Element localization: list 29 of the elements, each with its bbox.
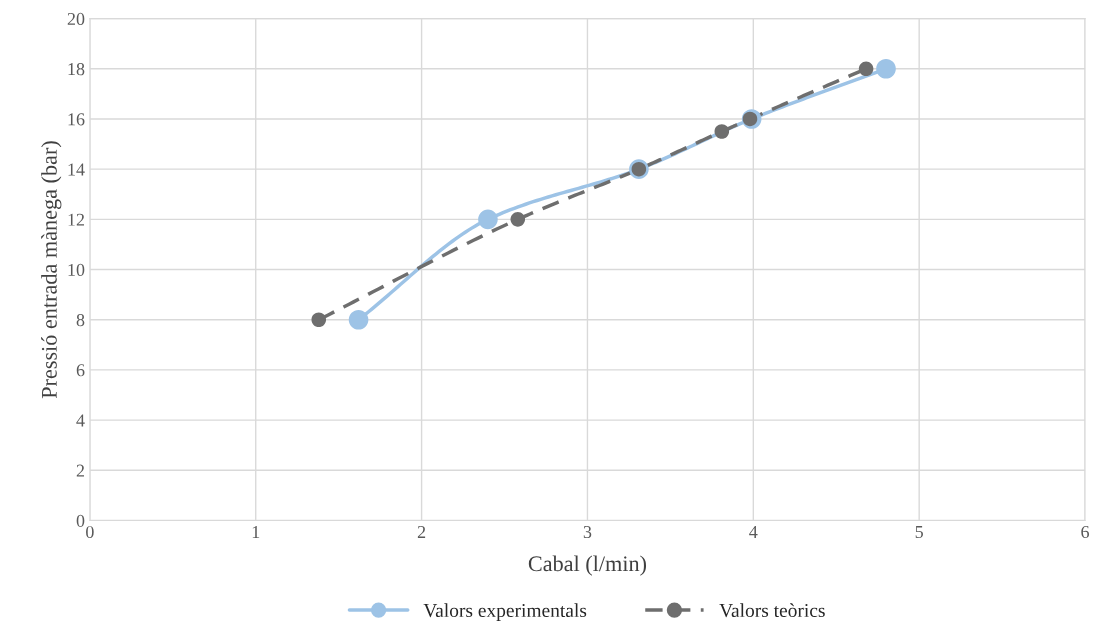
x-tick-label: 0 [86,525,94,539]
point [478,209,498,230]
y-tick-label: 4 [76,414,85,427]
x-tick-label: 2 [417,525,426,538]
x-tick-label: 4 [749,526,758,538]
y-tick-label: 2 [76,464,85,477]
y-tick-label: 10 [68,263,85,276]
y-tick-label: 12 [68,213,85,226]
point [876,58,896,79]
x-tick-label: 3 [583,525,592,539]
point [714,124,730,139]
y-tick-label: 16 [68,113,85,126]
x-tick-label: 1 [252,525,260,538]
x-axis-title: Cabal (l/min) [528,555,647,576]
point [858,61,874,77]
y-tick-label: 18 [68,63,85,76]
legend-label: Valors teòrics [719,603,825,618]
y-tick-label: 20 [67,12,85,26]
y-tick-label: 6 [76,364,85,377]
point [348,309,369,330]
y-axis-title: Pressió entrada mànega (bar) [41,141,62,399]
x-tick-label: 6 [1081,525,1090,539]
x-tick-label: 5 [915,526,923,539]
y-tick-label: 0 [76,514,85,527]
point [510,212,526,227]
legend-label: Valors experimentals [423,603,587,621]
y-tick-label: 14 [68,163,85,176]
point [311,312,327,328]
y-tick-label: 8 [76,313,85,327]
